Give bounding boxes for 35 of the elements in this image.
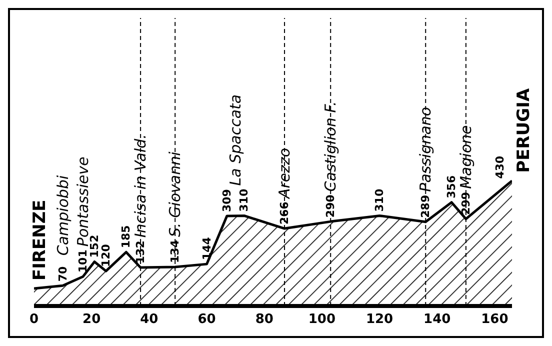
x-tick-label: 140 [424,312,451,328]
data-label: 289 [419,194,432,218]
x-tick-label: 0 [29,312,39,328]
data-label: 185 [120,225,133,248]
data-label: 310 [238,188,251,212]
annotation: Passignano [416,106,435,192]
x-tick-label: 120 [366,312,394,328]
data-label: 70 [56,266,70,282]
annotation: Arezzo [276,148,294,200]
data-label: 430 [494,155,506,179]
x-tick-label: 160 [481,312,508,328]
x-tick-label: 80 [255,312,274,328]
data-label: 132 [134,240,148,264]
data-label: 310 [373,188,386,212]
annotation: Campiobbi [54,174,72,256]
annotation: La Spaccata [226,94,245,186]
data-label: 120 [99,244,112,268]
x-tick-label: 60 [198,312,216,328]
annotation: FIRENZE [30,200,50,281]
annotation: PERUGIA [514,88,534,173]
data-label: 152 [88,234,101,258]
annotation: S. Giovanni [166,150,184,237]
data-label: 299 [459,192,472,215]
data-label: 266 [278,201,292,225]
x-tick-label: 40 [140,312,158,328]
x-tick-label: 20 [82,312,101,328]
data-label: 309 [220,189,234,212]
annotation: Castiglion F. [322,101,340,192]
data-label: 290 [324,194,338,218]
annotation: Incisa in Vald. [132,134,150,238]
x-tick-label: 100 [308,312,336,328]
annotation: Magione [456,125,475,189]
data-label: 356 [445,175,458,198]
data-label: 101 [76,250,90,273]
data-label: 134 [168,240,182,263]
